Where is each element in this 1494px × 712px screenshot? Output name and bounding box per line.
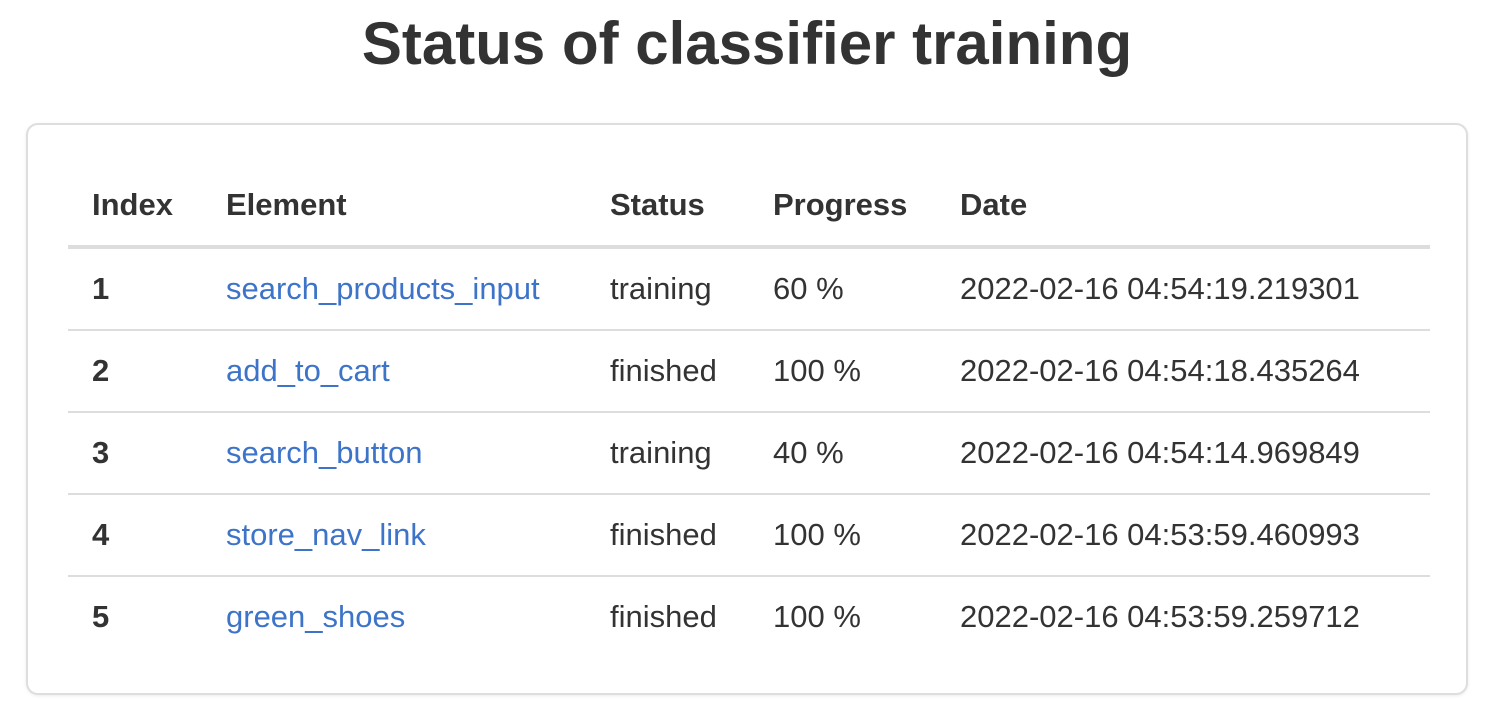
training-status-table: Index Element Status Progress Date 1 sea…	[68, 165, 1430, 657]
table-header-row: Index Element Status Progress Date	[68, 165, 1430, 249]
element-link[interactable]: search_products_input	[226, 271, 540, 306]
row-date: 2022-02-16 04:54:19.219301	[936, 247, 1430, 331]
row-progress: 100 %	[749, 494, 936, 577]
row-progress: 60 %	[749, 247, 936, 331]
row-date: 2022-02-16 04:54:14.969849	[936, 412, 1430, 495]
header-progress: Progress	[749, 165, 936, 249]
row-date: 2022-02-16 04:54:18.435264	[936, 330, 1430, 413]
element-link[interactable]: green_shoes	[226, 599, 406, 634]
page-title: Status of classifier training	[361, 10, 1133, 77]
row-status: finished	[586, 494, 749, 577]
element-link[interactable]: add_to_cart	[226, 353, 390, 388]
header-index: Index	[68, 165, 202, 249]
row-index: 3	[68, 412, 202, 495]
header-date: Date	[936, 165, 1430, 249]
table-row: 4 store_nav_link finished 100 % 2022-02-…	[68, 494, 1430, 577]
header-status: Status	[586, 165, 749, 249]
row-progress: 100 %	[749, 330, 936, 413]
row-date: 2022-02-16 04:53:59.460993	[936, 494, 1430, 577]
element-link[interactable]: search_button	[226, 435, 423, 470]
row-element: search_products_input	[202, 247, 586, 331]
row-element: green_shoes	[202, 576, 586, 657]
table-row: 2 add_to_cart finished 100 % 2022-02-16 …	[68, 330, 1430, 413]
row-index: 1	[68, 247, 202, 331]
row-progress: 40 %	[749, 412, 936, 495]
element-link[interactable]: store_nav_link	[226, 517, 426, 552]
row-status: training	[586, 412, 749, 495]
row-status: training	[586, 247, 749, 331]
row-status: finished	[586, 330, 749, 413]
row-element: add_to_cart	[202, 330, 586, 413]
row-index: 4	[68, 494, 202, 577]
training-status-card: Index Element Status Progress Date 1 sea…	[26, 123, 1468, 695]
row-progress: 100 %	[773, 599, 861, 634]
row-element: search_button	[202, 412, 586, 495]
header-element: Element	[202, 165, 586, 249]
row-index: 2	[68, 330, 202, 413]
table-row: 1 search_products_input training 60 % 20…	[68, 247, 1430, 331]
row-date: 2022-02-16 04:53:59.259712	[960, 599, 1360, 634]
table-row: 3 search_button training 40 % 2022-02-16…	[68, 412, 1430, 495]
row-status: finished	[610, 599, 717, 634]
row-element: store_nav_link	[202, 494, 586, 577]
table-row: 5 green_shoes finished 100 % 2022-02-16 …	[68, 576, 1430, 657]
row-index: 5	[92, 599, 110, 634]
